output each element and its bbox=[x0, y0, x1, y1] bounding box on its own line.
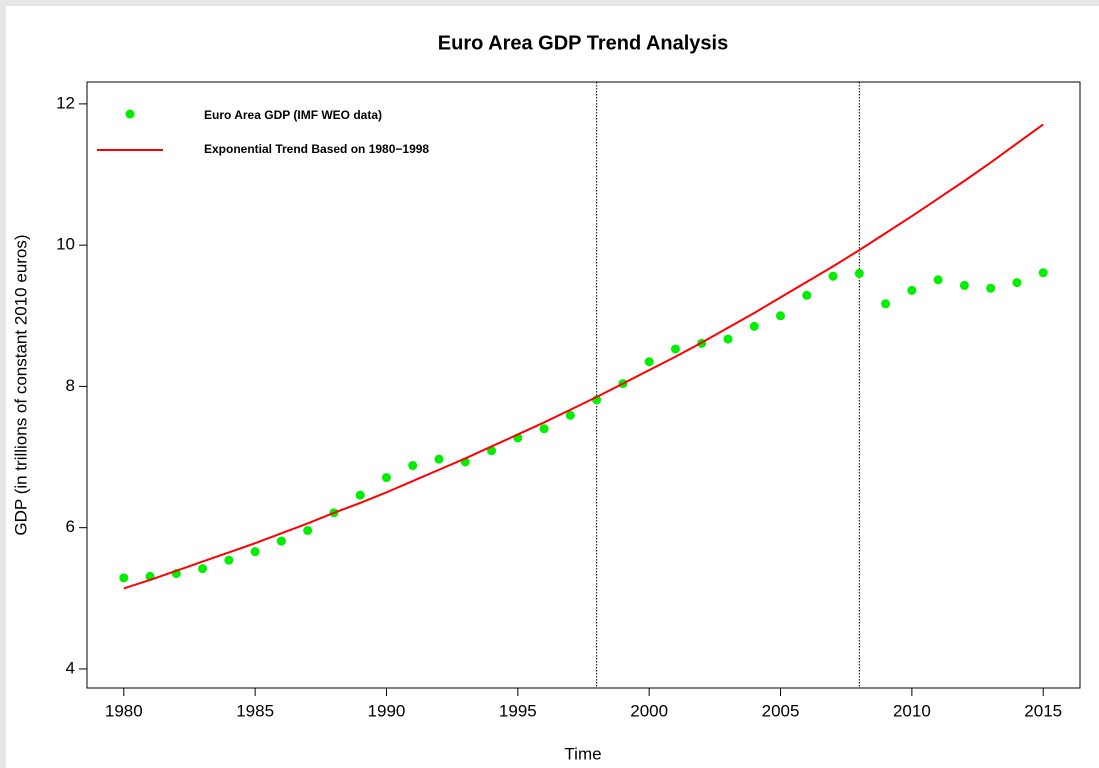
data-point bbox=[224, 555, 234, 565]
data-point bbox=[776, 311, 786, 321]
x-tick-label: 2010 bbox=[893, 701, 931, 720]
y-axis-label: GDP (in trillions of constant 2010 euros… bbox=[11, 234, 30, 535]
data-point bbox=[933, 275, 943, 285]
legend-label: Exponential Trend Based on 1980−1998 bbox=[204, 142, 429, 156]
data-point bbox=[355, 490, 365, 500]
data-point bbox=[749, 321, 759, 331]
x-tick-label: 1990 bbox=[368, 701, 406, 720]
data-point bbox=[802, 290, 812, 300]
y-tick-label: 12 bbox=[56, 93, 75, 112]
data-point bbox=[119, 573, 129, 583]
data-point bbox=[881, 299, 891, 309]
data-point bbox=[1012, 278, 1022, 288]
data-point bbox=[198, 564, 208, 574]
x-tick-label: 1980 bbox=[105, 701, 143, 720]
data-point bbox=[644, 357, 654, 367]
data-point bbox=[854, 268, 864, 278]
data-point bbox=[670, 344, 680, 354]
chart-background bbox=[6, 6, 1099, 768]
data-point bbox=[250, 547, 260, 557]
x-tick-label: 1985 bbox=[236, 701, 274, 720]
x-tick-label: 2005 bbox=[762, 701, 800, 720]
data-point bbox=[723, 334, 733, 344]
x-axis-label: Time bbox=[564, 744, 601, 763]
data-point bbox=[1038, 268, 1048, 278]
legend-label: Euro Area GDP (IMF WEO data) bbox=[204, 108, 382, 122]
data-point bbox=[986, 283, 996, 293]
x-tick-label: 2000 bbox=[630, 701, 668, 720]
data-point bbox=[276, 536, 286, 546]
y-tick-label: 4 bbox=[66, 658, 75, 677]
data-point bbox=[959, 280, 969, 290]
y-tick-label: 6 bbox=[66, 517, 75, 536]
legend-swatch bbox=[125, 109, 135, 119]
plot-frame bbox=[86, 81, 1081, 689]
data-point bbox=[565, 410, 575, 420]
y-tick-label: 8 bbox=[66, 376, 75, 395]
data-point bbox=[434, 454, 444, 464]
data-point bbox=[907, 285, 917, 295]
data-point bbox=[828, 271, 838, 281]
x-tick-label: 1995 bbox=[499, 701, 537, 720]
chart-title: Euro Area GDP Trend Analysis bbox=[438, 32, 728, 54]
data-point bbox=[408, 461, 418, 471]
x-tick-label: 2015 bbox=[1024, 701, 1062, 720]
data-point bbox=[539, 424, 549, 434]
y-tick-label: 10 bbox=[56, 235, 75, 254]
trend-line bbox=[123, 123, 1044, 590]
data-point bbox=[381, 473, 391, 483]
data-point bbox=[303, 525, 313, 535]
